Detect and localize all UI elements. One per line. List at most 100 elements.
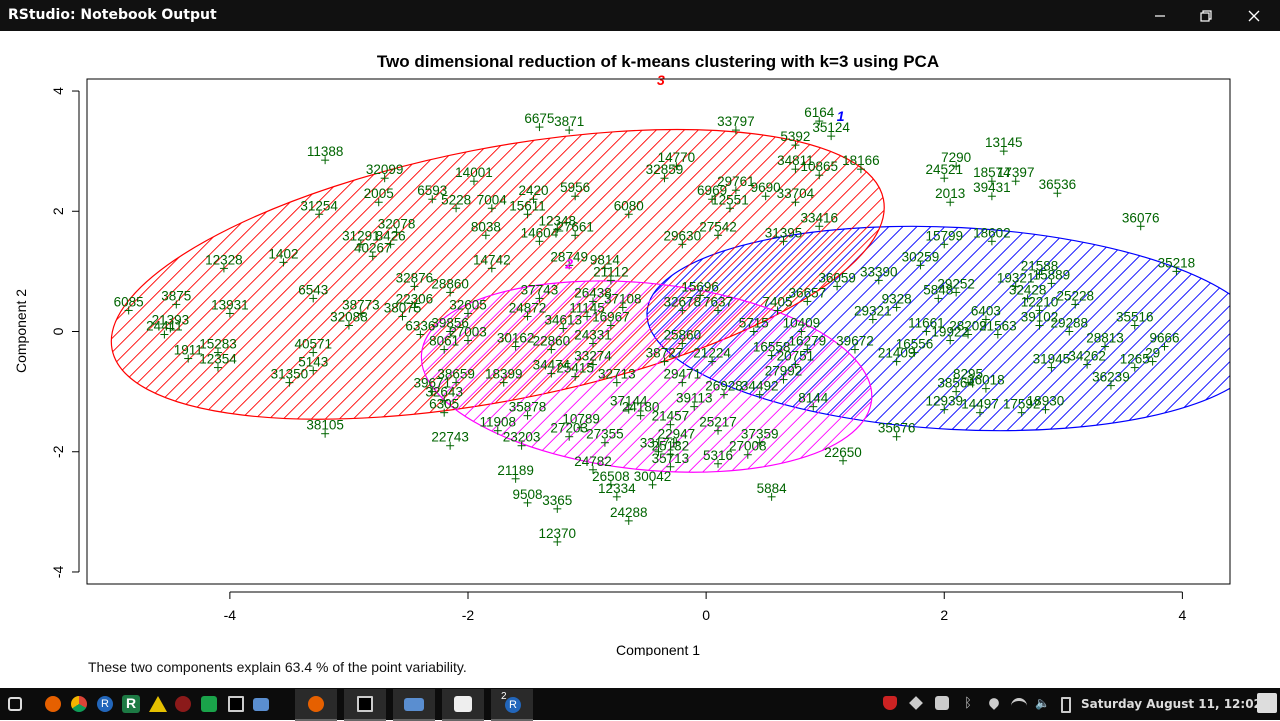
point-label: 5143 — [298, 355, 328, 370]
data-point: 33797 — [717, 114, 755, 135]
terminal-launcher[interactable] — [228, 696, 244, 712]
rstudio-launcher[interactable]: R — [122, 695, 140, 713]
point-label: 21112 — [593, 264, 629, 279]
point-label: 6593 — [417, 183, 447, 198]
data-point: 22306 — [396, 291, 433, 312]
data-point: 28860 — [431, 276, 469, 297]
editor-window[interactable] — [442, 689, 484, 721]
point-label: 22860 — [533, 334, 571, 349]
data-point: 38075 — [384, 300, 421, 321]
point-label: 14604 — [521, 225, 559, 240]
point-label: 21563 — [979, 319, 1017, 334]
maximize-button[interactable] — [1183, 0, 1229, 31]
point-label: 19922 — [931, 325, 969, 340]
point-label: 15799 — [925, 228, 963, 243]
point-label: 15283 — [199, 337, 237, 352]
data-point: 6080 — [614, 198, 644, 219]
point-label: 38564 — [937, 376, 975, 391]
cluster-label-3: 3 — [657, 72, 665, 88]
folder-launcher[interactable] — [253, 698, 269, 711]
data-point: 33390 — [860, 264, 898, 285]
chrome-launcher[interactable] — [71, 696, 87, 712]
point-label: 35676 — [878, 421, 916, 436]
data-point: 35713 — [652, 451, 689, 471]
data-point: 31254 — [300, 198, 338, 219]
volume-icon[interactable]: 🔈 — [1035, 696, 1050, 710]
data-point: 24782 — [574, 454, 612, 474]
data-point: 11661 — [908, 316, 945, 336]
data-point: 17592 — [1003, 397, 1040, 417]
data-point: 15889 — [1033, 267, 1071, 288]
user-avatar[interactable] — [1257, 693, 1277, 713]
puzzle-icon[interactable] — [935, 696, 949, 710]
close-button[interactable] — [1231, 0, 1277, 31]
warning-app[interactable] — [149, 696, 167, 712]
rstudio-window[interactable]: 2 R — [491, 689, 533, 721]
point-label: 37144 — [610, 394, 648, 409]
data-point: 2420 — [518, 183, 549, 204]
data-point: 5316 — [703, 448, 733, 468]
files-launcher[interactable] — [8, 697, 22, 711]
point-label: 38105 — [306, 418, 344, 433]
point-label: 6675 — [524, 111, 554, 126]
point-label: 9666 — [1149, 331, 1179, 346]
data-point: 32678 — [664, 294, 702, 315]
dropbox-icon[interactable] — [909, 696, 923, 710]
data-point: 36239 — [1092, 370, 1130, 390]
point-label: 16967 — [592, 309, 630, 324]
point-label: 27203 — [550, 421, 588, 436]
point-label: 29321 — [854, 303, 892, 318]
point-label: 29252 — [937, 276, 975, 291]
minimize-button[interactable] — [1137, 0, 1183, 31]
pca-cluster-plot: Two dimensional reduction of k-means clu… — [13, 52, 1231, 656]
data-point: 16558 — [753, 340, 790, 360]
bluetooth-icon[interactable]: ᛒ — [964, 695, 972, 710]
plot-frame — [86, 78, 1231, 585]
location-icon[interactable] — [987, 696, 1001, 710]
point-label: 21224 — [693, 346, 731, 361]
data-point: 9666 — [1149, 331, 1180, 351]
point-label: 6969 — [697, 183, 727, 198]
data-point: 31291 — [342, 228, 380, 249]
battery-icon[interactable] — [1061, 697, 1071, 713]
taskbar-clock[interactable]: Saturday August 11, 12:02 — [1081, 697, 1262, 711]
point-label: 33171 — [640, 436, 678, 451]
folder-window[interactable] — [393, 689, 435, 721]
spider-app[interactable] — [175, 696, 191, 712]
data-point: 8144 — [798, 391, 829, 411]
wifi-icon[interactable] — [1011, 698, 1027, 711]
shield-icon[interactable] — [883, 696, 897, 710]
firefox-window[interactable] — [295, 689, 337, 721]
point-label: 13145 — [985, 135, 1023, 150]
data-point: 14001 — [455, 165, 493, 186]
r-launcher[interactable]: R — [97, 696, 113, 712]
point-label: 40571 — [294, 337, 332, 352]
data-point: 25860 — [664, 328, 701, 348]
point-label: 13931 — [211, 297, 249, 312]
x-axis-label: Component 1 — [616, 642, 700, 656]
data-point: 12328 — [205, 252, 243, 273]
point-label: 32678 — [664, 294, 702, 309]
point-label: 15889 — [1033, 267, 1071, 282]
firefox-launcher[interactable] — [45, 696, 61, 712]
data-point: 5143 — [298, 355, 328, 375]
data-point: 5956 — [560, 180, 590, 201]
point-label: 38727 — [646, 346, 684, 361]
data-point: 37108 — [604, 291, 642, 312]
point-label: 23203 — [503, 430, 541, 445]
data-point: 1911 — [174, 343, 203, 363]
data-point: 34811 — [777, 153, 814, 174]
spreadsheet-app[interactable] — [201, 696, 217, 712]
data-point: 30042 — [634, 469, 671, 489]
y-tick-label: 2 — [50, 207, 66, 215]
folder-icon — [404, 698, 424, 711]
data-point: 33416 — [800, 210, 838, 231]
data-point: 35124 — [812, 120, 850, 141]
data-point: 32643 — [425, 385, 463, 405]
data-point: 21112 — [593, 264, 629, 285]
point-label: 27003 — [449, 325, 487, 340]
terminal-window[interactable] — [344, 689, 386, 721]
data-point: 12551 — [711, 192, 749, 213]
point-label: 32428 — [1009, 282, 1047, 297]
data-point: 6164 — [804, 105, 835, 126]
